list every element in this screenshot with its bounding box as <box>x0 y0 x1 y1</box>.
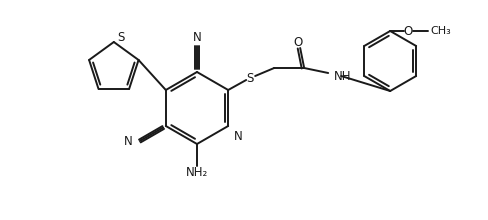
Text: N: N <box>234 130 243 143</box>
Text: NH₂: NH₂ <box>186 165 208 178</box>
Text: N: N <box>124 134 133 147</box>
Text: S: S <box>246 72 254 84</box>
Text: CH₃: CH₃ <box>430 26 451 36</box>
Text: O: O <box>404 24 413 37</box>
Text: O: O <box>294 35 303 48</box>
Text: S: S <box>117 31 124 44</box>
Text: N: N <box>193 31 202 44</box>
Text: NH: NH <box>334 70 352 82</box>
